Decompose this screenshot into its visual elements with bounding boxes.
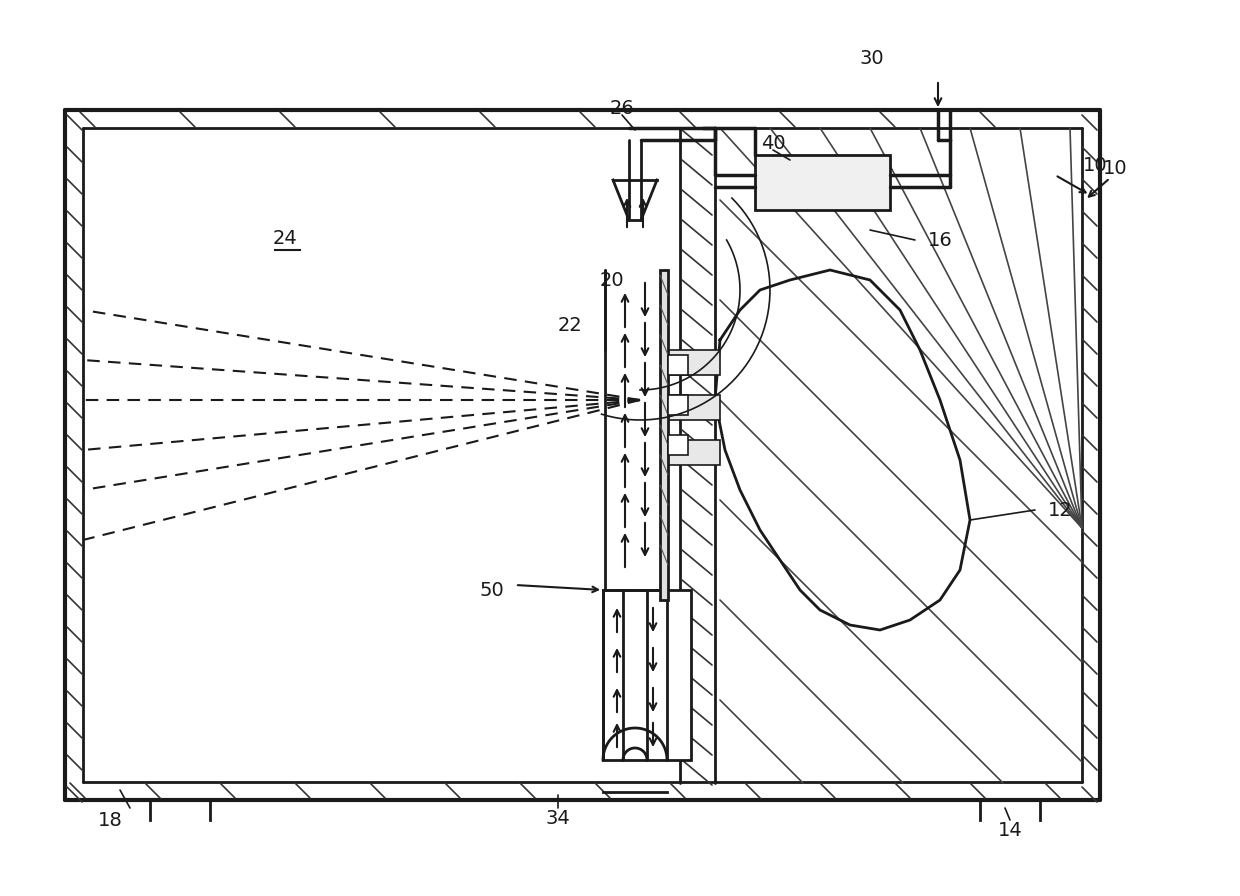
Text: 50: 50: [480, 581, 505, 599]
Text: 34: 34: [546, 808, 570, 828]
Text: 16: 16: [928, 230, 952, 249]
Bar: [665, 350, 720, 375]
Text: 10: 10: [1102, 159, 1127, 177]
Bar: [668, 355, 688, 375]
Text: 22: 22: [558, 315, 583, 334]
Bar: [603, 590, 691, 760]
Text: 18: 18: [98, 811, 123, 830]
Text: 10: 10: [1083, 156, 1107, 175]
Bar: [755, 155, 890, 210]
Text: 14: 14: [998, 821, 1022, 840]
Text: 40: 40: [760, 134, 785, 152]
Bar: [668, 435, 688, 455]
Bar: [660, 270, 668, 600]
Bar: [665, 395, 720, 420]
Text: 20: 20: [600, 271, 624, 289]
Text: 24: 24: [273, 228, 298, 247]
Bar: [665, 440, 720, 465]
Text: 26: 26: [610, 99, 635, 117]
Bar: [668, 395, 688, 415]
Text: 30: 30: [859, 48, 884, 67]
Text: 12: 12: [1048, 501, 1073, 520]
